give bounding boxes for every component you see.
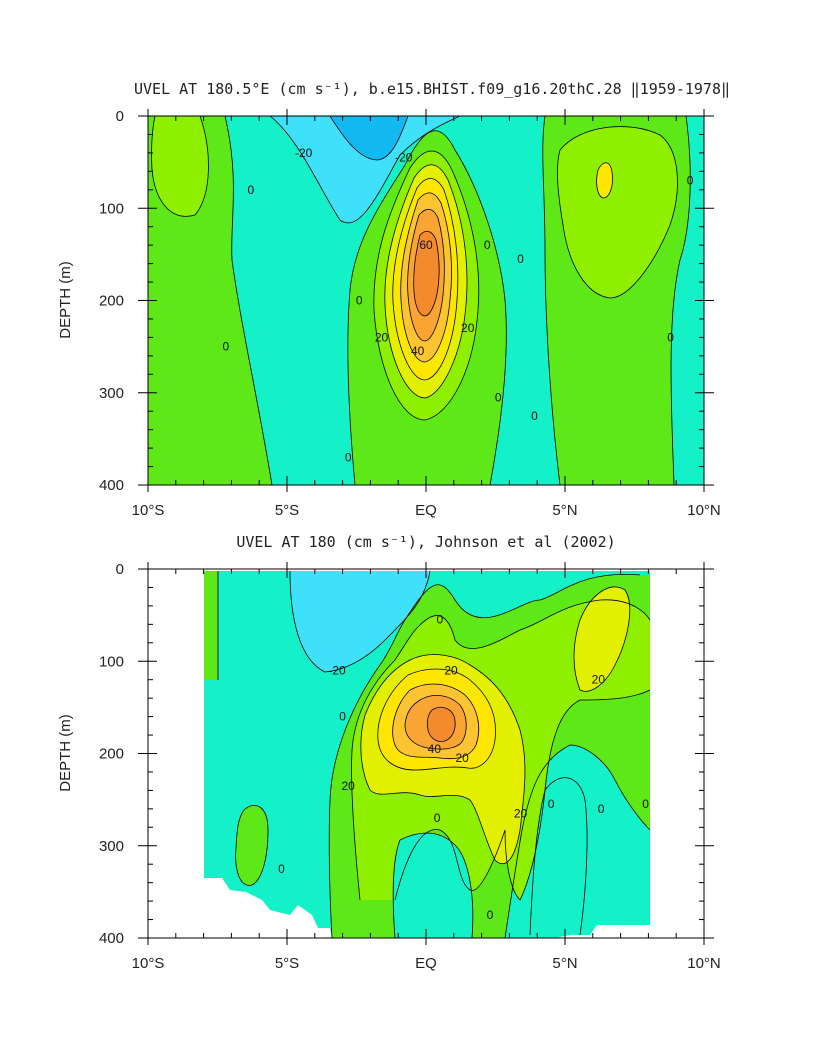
contour-label: 20 [444,663,458,677]
contour-label: 20 [455,751,469,765]
contour-labels: -20 0 0 0 0 0 0 0 0 20 20 20 20 20 40 [278,613,649,922]
contour-field [148,116,704,485]
level-10-20-south [151,116,209,217]
y-axis-label: DEPTH (m) [57,261,74,339]
contour-label: 20 [375,330,389,344]
y-axis-label: DEPTH (m) [57,714,74,792]
contour-label: 0 [434,811,441,825]
y-tick-label: 0 [116,561,124,578]
contour-label: -20 [395,151,413,165]
contour-label: 0 [495,390,502,404]
contour-label: 20 [514,806,528,820]
level-20-30-north [596,162,613,198]
contour-label: 0 [484,238,491,252]
x-axis: 10°S 5°S EQ 5°N 10°N [132,562,721,972]
contour-label: 0 [548,797,555,811]
contour-lines [217,570,651,938]
contour-label: 0 [687,174,694,188]
contour-label: 0 [356,294,363,308]
level-50-60 [427,707,456,742]
panel-observed: UVEL AT 180 (cm s⁻¹), Johnson et al (200… [57,533,721,972]
y-tick-label: 300 [99,385,124,402]
contour-field [204,570,651,938]
contour-lines [151,116,691,485]
contour-label: 0 [642,797,649,811]
contour-label: 0 [667,330,674,344]
contour-label: 0 [437,613,444,627]
y-tick-label: 400 [99,477,124,494]
contour-label: 40 [428,742,442,756]
y-tick-label: 200 [99,746,124,763]
x-tick-label: EQ [415,502,437,519]
level-0-10-south [235,805,268,886]
x-tick-label: 10°N [687,955,721,972]
contour-label: 20 [341,779,355,793]
level-neg30-neg20 [290,571,430,672]
x-tick-label: 10°N [687,502,721,519]
contour-label: 40 [411,344,425,358]
contour-label: 0 [598,802,605,816]
y-tick-label: 400 [99,930,124,947]
level-neg20-neg10 [270,116,460,223]
contour-label: 0 [222,340,229,354]
contour-label: 0 [248,183,255,197]
contour-label: 20 [592,673,606,687]
level-neg10-0-deep [393,833,473,938]
y-tick-label: 100 [99,200,124,217]
panel-title: UVEL AT 180 (cm s⁻¹), Johnson et al (200… [236,533,615,551]
y-tick-label: 100 [99,653,124,670]
contour-label: 20 [461,321,475,335]
contour-label: 0 [487,908,494,922]
contour-label: 0 [345,450,352,464]
y-tick-label: 300 [99,838,124,855]
level-0-10-northdeep [530,777,588,935]
x-tick-label: 10°S [132,502,165,519]
contour-label: 0 [339,710,346,724]
contour-label: 0 [531,409,538,423]
x-tick-label: 10°S [132,955,165,972]
level-neg30-neg20 [330,116,408,160]
level-60-70 [413,231,440,316]
level-10-20-north [574,586,630,692]
level-10-20-north [557,126,678,298]
x-tick-label: 5°N [552,502,577,519]
y-tick-label: 0 [116,108,124,125]
contour-label: -20 [295,146,313,160]
x-tick-label: 5°S [275,955,299,972]
panel-title: UVEL AT 180.5°E (cm s⁻¹), b.e15.BHIST.f0… [134,80,730,98]
x-tick-label: EQ [415,955,437,972]
contour-label: -20 [328,663,346,677]
x-axis: 10°S 5°S EQ 5°N 10°N [132,109,721,519]
x-tick-label: 5°S [275,502,299,519]
y-tick-label: 200 [99,293,124,310]
contour-label: 0 [278,862,285,876]
x-tick-label: 5°N [552,955,577,972]
panel-model: UVEL AT 180.5°E (cm s⁻¹), b.e15.BHIST.f0… [57,80,730,519]
contour-labels: -20 -20 0 0 0 0 0 0 0 0 0 0 60 40 20 20 [222,146,693,464]
contour-label: 60 [419,238,433,252]
contour-label: 0 [517,252,524,266]
level-0-10-west [204,571,218,680]
